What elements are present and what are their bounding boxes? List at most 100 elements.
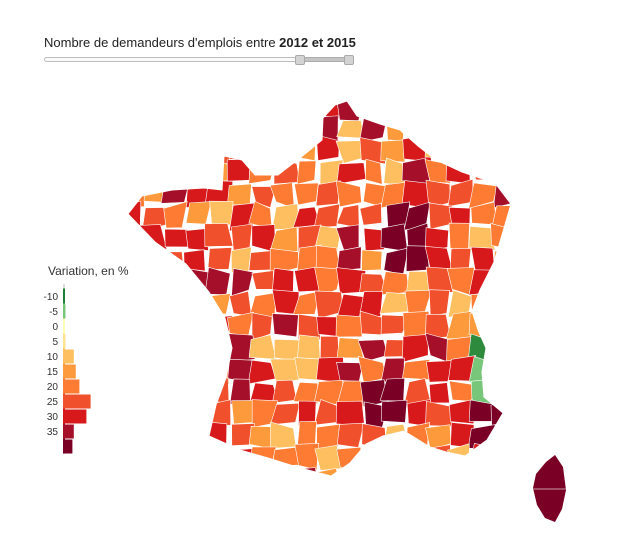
department-region[interactable] xyxy=(492,114,516,141)
department-corse-du-sud[interactable] xyxy=(528,488,573,529)
department-region[interactable] xyxy=(359,291,384,317)
department-region[interactable] xyxy=(428,202,453,230)
department-region[interactable] xyxy=(185,228,209,251)
department-region[interactable] xyxy=(137,290,166,319)
department-region[interactable] xyxy=(185,113,211,141)
department-region[interactable] xyxy=(315,134,340,161)
department-region[interactable] xyxy=(336,204,360,229)
department-region[interactable] xyxy=(229,467,252,487)
department-region[interactable] xyxy=(139,93,167,119)
department-region[interactable] xyxy=(160,91,190,122)
department-region[interactable] xyxy=(379,465,407,491)
department-region[interactable] xyxy=(230,95,252,120)
department-region[interactable] xyxy=(116,311,145,338)
department-region[interactable] xyxy=(468,226,496,251)
department-region[interactable] xyxy=(447,178,474,207)
department-region[interactable] xyxy=(142,381,165,405)
department-region[interactable] xyxy=(359,446,386,472)
department-region[interactable] xyxy=(380,139,407,163)
department-region[interactable] xyxy=(293,97,322,121)
department-region[interactable] xyxy=(445,157,471,185)
department-region[interactable] xyxy=(116,332,146,361)
department-region[interactable] xyxy=(185,403,210,423)
department-region[interactable] xyxy=(226,158,251,182)
department-region[interactable] xyxy=(229,290,252,317)
department-region[interactable] xyxy=(405,95,426,116)
department-region[interactable] xyxy=(272,379,298,404)
department-region[interactable] xyxy=(248,157,276,185)
department-region[interactable] xyxy=(160,181,190,204)
department-region[interactable] xyxy=(251,312,273,342)
department-region[interactable] xyxy=(471,467,498,493)
department-region[interactable] xyxy=(116,423,144,447)
department-region[interactable] xyxy=(297,334,321,360)
department-region[interactable] xyxy=(336,422,365,448)
department-region[interactable] xyxy=(163,113,191,142)
department-region[interactable] xyxy=(203,469,234,495)
department-region[interactable] xyxy=(361,249,383,271)
department-region[interactable] xyxy=(429,466,453,493)
department-region[interactable] xyxy=(116,399,144,429)
department-region[interactable] xyxy=(492,91,516,118)
department-region[interactable] xyxy=(204,448,234,469)
department-region[interactable] xyxy=(272,313,299,338)
department-region[interactable] xyxy=(492,293,520,320)
department-region[interactable] xyxy=(209,113,229,140)
slider-handle-start[interactable] xyxy=(294,55,305,65)
department-region[interactable] xyxy=(335,400,365,427)
department-region[interactable] xyxy=(491,379,518,405)
department-region[interactable] xyxy=(228,114,255,141)
department-region[interactable] xyxy=(468,135,496,162)
department-region[interactable] xyxy=(270,421,297,449)
department-region[interactable] xyxy=(426,444,451,472)
department-region[interactable] xyxy=(183,94,209,117)
department-region[interactable] xyxy=(231,268,254,297)
department-region[interactable] xyxy=(164,313,186,337)
department-region[interactable] xyxy=(336,362,364,382)
department-region[interactable] xyxy=(117,355,143,381)
department-region[interactable] xyxy=(181,377,212,406)
department-region[interactable] xyxy=(251,92,276,119)
department-region[interactable] xyxy=(164,402,188,429)
department-region[interactable] xyxy=(490,333,516,363)
department-region[interactable] xyxy=(470,159,496,181)
department-region[interactable] xyxy=(183,249,206,272)
department-region[interactable] xyxy=(271,138,300,161)
department-region[interactable] xyxy=(380,98,405,114)
department-region[interactable] xyxy=(363,227,385,252)
department-region[interactable] xyxy=(117,445,146,468)
department-region[interactable] xyxy=(272,467,296,494)
department-region[interactable] xyxy=(335,314,365,338)
department-region[interactable] xyxy=(183,425,212,451)
department-region[interactable] xyxy=(336,246,362,272)
department-region[interactable] xyxy=(117,116,146,144)
department-region[interactable] xyxy=(446,91,475,117)
department-region[interactable] xyxy=(425,360,454,383)
department-region[interactable] xyxy=(448,471,475,495)
department-region[interactable] xyxy=(313,115,339,142)
department-region[interactable] xyxy=(490,160,518,183)
department-region[interactable] xyxy=(140,116,168,141)
department-region[interactable] xyxy=(293,381,319,405)
department-region[interactable] xyxy=(163,377,189,407)
department-region[interactable] xyxy=(204,266,231,296)
department-region[interactable] xyxy=(143,426,168,447)
department-region[interactable] xyxy=(447,443,470,472)
department-region[interactable] xyxy=(380,444,411,472)
department-region[interactable] xyxy=(428,113,450,143)
department-region[interactable] xyxy=(269,226,299,252)
department-region[interactable] xyxy=(292,113,318,142)
department-region[interactable] xyxy=(248,250,274,271)
department-region[interactable] xyxy=(137,312,167,338)
department-region[interactable] xyxy=(424,227,449,253)
department-region[interactable] xyxy=(248,468,273,492)
department-region[interactable] xyxy=(468,94,493,121)
department-region[interactable] xyxy=(226,135,251,160)
department-region[interactable] xyxy=(182,465,211,489)
department-region[interactable] xyxy=(165,156,189,188)
department-region[interactable] xyxy=(359,202,382,226)
department-region[interactable] xyxy=(429,382,450,404)
department-region[interactable] xyxy=(402,334,429,363)
department-region[interactable] xyxy=(447,116,472,138)
department-region[interactable] xyxy=(187,334,206,360)
